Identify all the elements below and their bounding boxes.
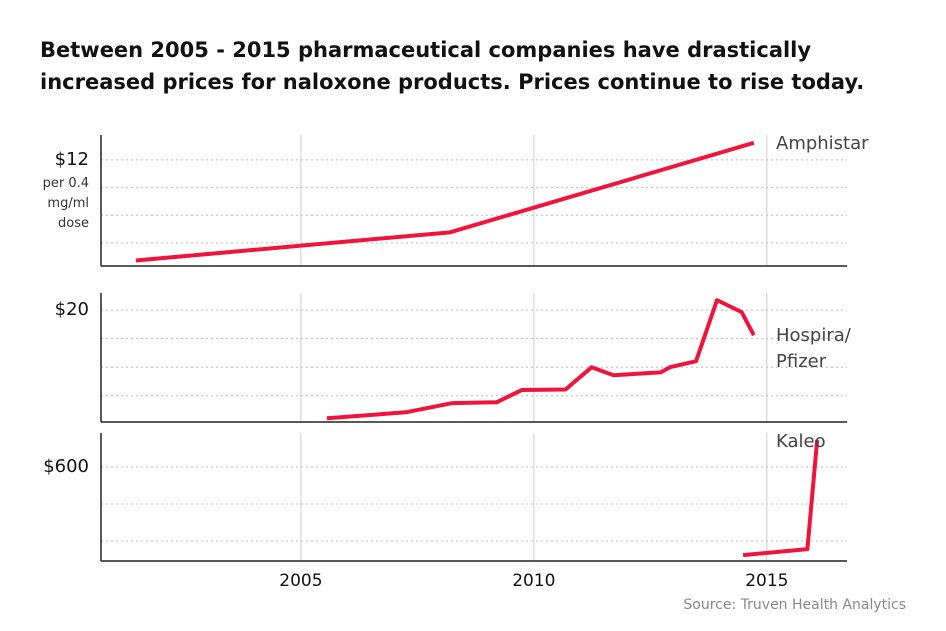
y-tick-label: $600	[43, 456, 89, 477]
line	[742, 439, 820, 558]
x-tick-label: 2005	[279, 571, 322, 591]
series-label: Amphistar	[776, 133, 869, 154]
y-tick-label: $12	[55, 149, 89, 170]
chart-title: Between 2005 - 2015 pharmaceutical compa…	[40, 38, 865, 94]
series-label: Kaleo	[776, 431, 826, 452]
line	[326, 298, 756, 421]
x-tick-label: 2010	[512, 571, 555, 591]
x-tick-label: 2015	[745, 571, 788, 591]
series-label: Hospira/ Pfizer	[776, 325, 851, 372]
line	[135, 140, 755, 263]
y-tick-label: $20	[55, 299, 89, 320]
source: Source: Truven Health Analytics	[683, 597, 906, 613]
unit-label: per 0.4 mg/ml dose	[43, 176, 89, 231]
